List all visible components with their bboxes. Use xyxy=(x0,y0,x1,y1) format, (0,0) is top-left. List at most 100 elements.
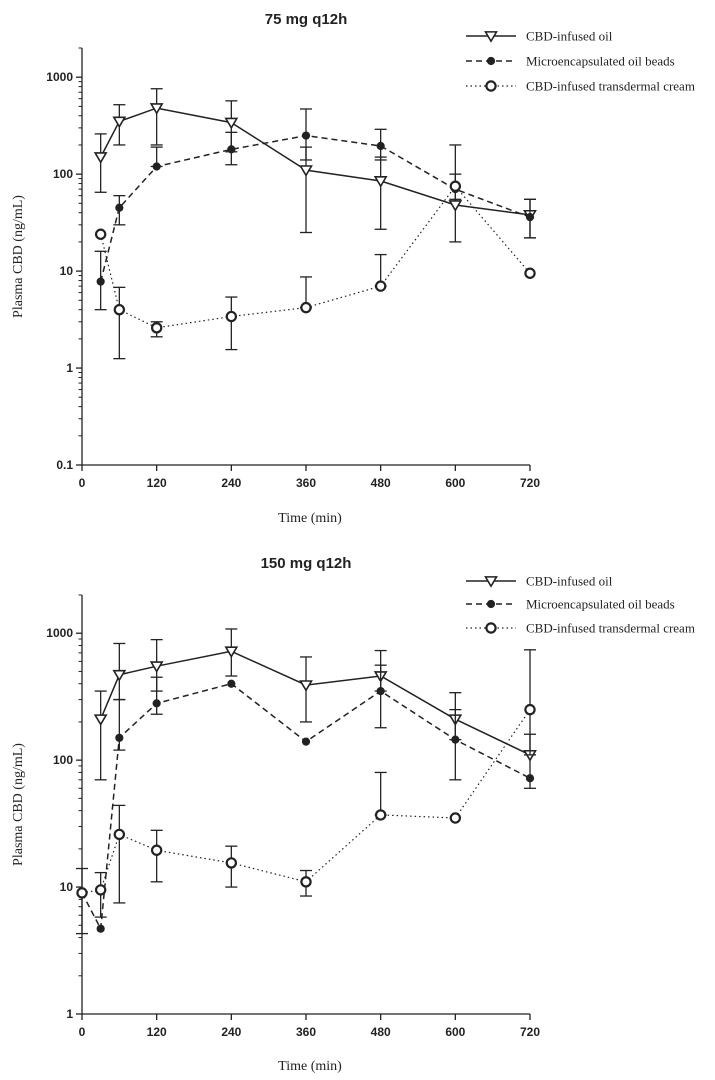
y-tick-label: 0.1 xyxy=(56,458,73,472)
x-tick-label: 240 xyxy=(221,1025,241,1039)
x-tick-label: 0 xyxy=(79,1025,86,1039)
series-filled-circle xyxy=(76,664,535,935)
data-point xyxy=(300,876,312,888)
x-tick-label: 480 xyxy=(371,1025,391,1039)
chart-panel-2: 150 mg q12h 1 10 100 1000 0 120 240 360 480 600 720… xyxy=(11,555,695,1074)
data-point xyxy=(224,646,239,659)
y-tick-label: 1000 xyxy=(46,70,73,84)
data-point xyxy=(115,203,124,212)
legend-marker xyxy=(484,31,498,43)
data-point xyxy=(451,735,460,744)
data-point xyxy=(449,812,462,824)
legend-marker xyxy=(484,576,498,588)
data-point xyxy=(93,152,108,164)
y-tick-label: 1 xyxy=(66,361,73,375)
legend-label: CBD-infused transdermal cream xyxy=(526,79,695,94)
y-tick-label: 1 xyxy=(66,1007,73,1021)
data-point xyxy=(299,680,313,692)
y-tick-label: 10 xyxy=(60,264,74,278)
data-point xyxy=(150,322,163,334)
data-point xyxy=(94,884,107,896)
series-open-circle xyxy=(94,180,536,360)
chart-panel-1: 75 mg q12h 0.1 1 10 100 1000 0 120 240 360 480 600 7… xyxy=(11,11,695,526)
legend-label: CBD-infused transdermal cream xyxy=(526,621,695,636)
data-point xyxy=(524,267,536,279)
data-point xyxy=(93,714,108,727)
data-point xyxy=(149,661,164,673)
data-point xyxy=(225,857,238,869)
legend-item: CBD-infused transdermal cream xyxy=(466,621,695,636)
legend-item: CBD-infused transdermal cream xyxy=(466,79,695,94)
legend-marker xyxy=(486,56,496,66)
legend-label: CBD-infused oil xyxy=(526,574,613,589)
legend-item: Microencapsulated oil beads xyxy=(466,54,675,69)
series-line xyxy=(99,134,531,282)
y-tick-label: 10 xyxy=(60,880,74,894)
data-point xyxy=(300,301,312,314)
x-tick-label: 360 xyxy=(296,476,316,490)
data-point xyxy=(113,303,126,316)
legend-marker xyxy=(485,80,497,92)
data-point xyxy=(525,774,535,783)
x-tick-label: 120 xyxy=(147,1025,167,1039)
series-line xyxy=(81,709,531,894)
y-axis-label: Plasma CBD (ng/mL) xyxy=(11,195,26,318)
y-tick-label: 100 xyxy=(53,753,73,767)
x-tick-label: 0 xyxy=(79,476,86,490)
data-point xyxy=(299,165,313,177)
y-tick-label: 100 xyxy=(53,167,73,181)
chart-title: 75 mg q12h xyxy=(265,11,348,28)
x-tick-label: 240 xyxy=(221,476,241,490)
series-filled-circle xyxy=(94,108,536,311)
x-axis-label: Time (min) xyxy=(278,511,342,526)
series-line xyxy=(100,185,531,329)
x-tick-label: 600 xyxy=(445,476,465,490)
series-open-circle xyxy=(76,649,536,918)
series-open-triangle-down xyxy=(93,88,537,243)
x-tick-label: 480 xyxy=(371,476,391,490)
data-point xyxy=(227,145,236,154)
data-point xyxy=(225,310,238,323)
legend-item: CBD-infused oil xyxy=(466,574,613,589)
data-point xyxy=(96,277,105,286)
x-tick-label: 720 xyxy=(520,1025,540,1039)
data-point xyxy=(374,280,387,292)
data-point xyxy=(115,733,124,742)
x-tick-label: 120 xyxy=(147,476,167,490)
y-tick-label: 1000 xyxy=(46,626,73,640)
data-point xyxy=(112,116,127,129)
legend-marker xyxy=(485,622,497,634)
data-point xyxy=(449,180,462,192)
data-point xyxy=(374,809,387,821)
y-axis-label: Plasma CBD (ng/mL) xyxy=(11,743,26,866)
data-point xyxy=(152,162,161,171)
chart-title: 150 mg q12h xyxy=(261,555,352,572)
data-point xyxy=(448,200,463,212)
x-axis-label: Time (min) xyxy=(278,1059,342,1074)
data-point xyxy=(301,131,311,140)
data-point xyxy=(76,887,88,899)
data-point xyxy=(113,828,126,841)
data-point xyxy=(301,737,311,746)
series-line xyxy=(100,650,531,756)
legend-label: Microencapsulated oil beads xyxy=(526,597,675,612)
data-point xyxy=(525,213,535,222)
data-point xyxy=(376,141,385,151)
data-point xyxy=(227,679,236,688)
x-tick-label: 360 xyxy=(296,1025,316,1039)
data-point xyxy=(96,924,105,933)
x-tick-label: 720 xyxy=(520,476,540,490)
data-point xyxy=(376,686,385,696)
legend-item: CBD-infused oil xyxy=(466,29,613,44)
data-point xyxy=(94,228,107,240)
data-point xyxy=(112,669,127,682)
legend-item: Microencapsulated oil beads xyxy=(466,597,675,612)
x-tick-label: 600 xyxy=(445,1025,465,1039)
legend-label: CBD-infused oil xyxy=(526,29,613,44)
legend-label: Microencapsulated oil beads xyxy=(526,54,675,69)
data-point xyxy=(149,103,164,115)
data-point xyxy=(224,117,239,130)
data-point xyxy=(150,844,163,856)
series-line xyxy=(100,107,531,216)
